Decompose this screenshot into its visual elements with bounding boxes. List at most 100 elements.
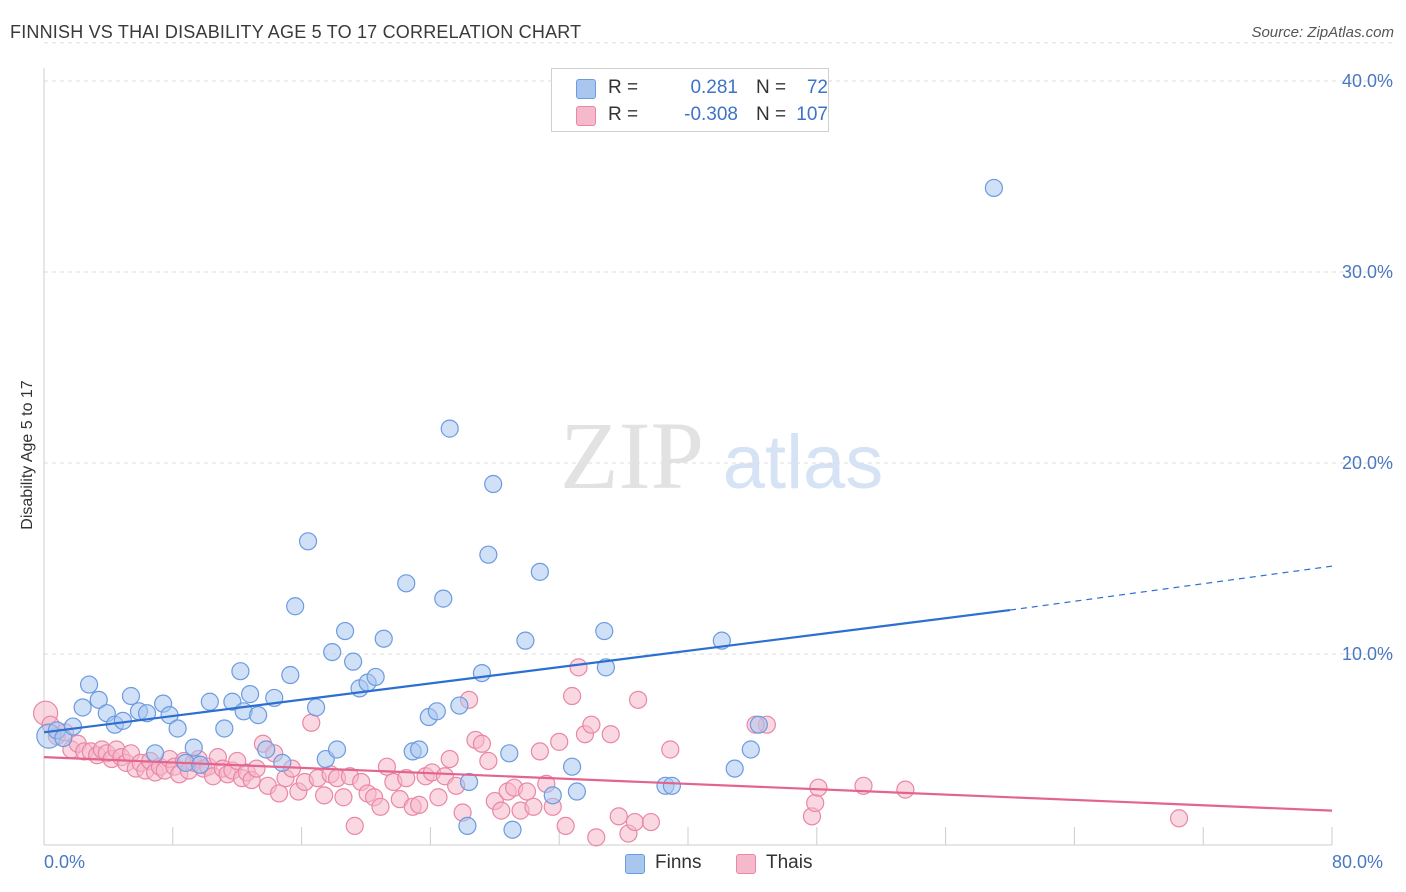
finns-point xyxy=(286,597,305,616)
finns-point xyxy=(567,782,587,801)
finns-point xyxy=(168,719,187,738)
chart-title: FINNISH VS THAI DISABILITY AGE 5 TO 17 C… xyxy=(10,22,582,42)
thais-point xyxy=(524,797,543,816)
thais-point xyxy=(550,732,569,751)
thais-point xyxy=(587,828,606,847)
finns-point xyxy=(121,686,141,706)
finns-point xyxy=(440,419,459,438)
finns-point xyxy=(374,629,393,648)
trend-lines xyxy=(43,565,1333,812)
thais-point xyxy=(517,782,537,801)
legend-r-value: -0.308 xyxy=(684,104,738,125)
y-tick-labels: 10.0% 20.0% 30.0% 40.0% xyxy=(1342,71,1393,664)
finns-point xyxy=(257,740,276,759)
legend-r-label: R = xyxy=(608,77,639,98)
finns-point xyxy=(427,702,446,721)
finns-point xyxy=(89,690,108,709)
watermark-zip: ZIP xyxy=(560,402,704,509)
thais-point xyxy=(609,807,628,826)
thais-point xyxy=(247,759,266,778)
finns-point xyxy=(479,545,498,564)
finns-point xyxy=(596,658,615,677)
thais-point xyxy=(809,778,828,797)
finns-point xyxy=(500,744,519,763)
finns-point xyxy=(434,589,453,608)
thais-point xyxy=(628,690,648,709)
finns-point xyxy=(516,631,535,650)
finns-point xyxy=(73,698,92,717)
finns-point xyxy=(543,786,562,805)
finns-point xyxy=(397,574,416,593)
finns-point xyxy=(595,621,614,641)
finns-point xyxy=(215,719,234,738)
finns-point xyxy=(306,698,326,717)
thais-point xyxy=(896,780,915,799)
y-tick-label: 10.0% xyxy=(1342,644,1393,664)
finns-point xyxy=(450,696,469,715)
legend-n-label: N = xyxy=(756,104,787,125)
finns-point xyxy=(231,662,250,681)
finns-point xyxy=(335,621,355,641)
thais-trend-line xyxy=(43,756,1333,812)
finns-legend-label: Finns xyxy=(655,852,702,873)
finns-point xyxy=(145,744,165,763)
finns-point xyxy=(712,631,731,650)
finns-point xyxy=(530,562,549,581)
grid-lines xyxy=(44,42,1392,655)
y-tick-label: 30.0% xyxy=(1342,262,1393,282)
thais-point xyxy=(1169,809,1189,828)
thais-point xyxy=(479,751,498,771)
finns-point xyxy=(410,740,429,759)
finns-point xyxy=(137,704,157,723)
finns-point xyxy=(562,757,582,776)
thais-point xyxy=(601,725,620,744)
legend-r-label: R = xyxy=(608,104,639,125)
thais-point xyxy=(625,812,644,832)
finns-trend-line xyxy=(43,608,1011,734)
thais-legend-swatch xyxy=(736,854,756,874)
finns-point xyxy=(323,642,342,662)
thais-point xyxy=(269,784,289,803)
finns-point xyxy=(741,740,760,759)
x-tick-label-max: 80.0% xyxy=(1332,852,1384,872)
y-tick-label: 20.0% xyxy=(1342,453,1393,473)
thais-point xyxy=(556,816,575,836)
finns-point xyxy=(240,685,260,704)
thais-point xyxy=(569,658,588,677)
finns-point xyxy=(662,776,682,795)
thais-point xyxy=(530,742,549,761)
finns-point xyxy=(273,753,292,772)
thais-point xyxy=(562,686,582,706)
finns-point xyxy=(472,663,492,683)
finns-point xyxy=(249,706,268,725)
legend-r-value: 0.281 xyxy=(690,77,738,98)
finns-legend-swatch xyxy=(625,854,645,874)
finns-point xyxy=(459,772,479,792)
thais-point xyxy=(397,769,416,788)
finns-points xyxy=(36,178,1004,839)
finns-point xyxy=(458,816,477,836)
finns-swatch xyxy=(576,79,596,99)
legend-n-value: 107 xyxy=(796,104,828,125)
thais-points xyxy=(33,658,1189,847)
finns-point xyxy=(200,692,219,711)
finns-point xyxy=(281,665,300,685)
thais-point xyxy=(334,788,353,807)
finns-point xyxy=(184,738,203,757)
thais-point xyxy=(410,795,429,814)
thais-point xyxy=(641,812,661,832)
thais-point xyxy=(806,793,825,813)
source-label: Source: ZipAtlas.com xyxy=(1251,24,1394,41)
thais-point xyxy=(429,788,448,807)
legend-n-value: 72 xyxy=(806,77,828,98)
thais-point xyxy=(492,801,511,820)
thais-point xyxy=(371,797,390,816)
thais-point xyxy=(315,786,334,805)
finns-point xyxy=(984,178,1004,198)
finns-point xyxy=(503,820,522,839)
x-tick-label-min: 0.0% xyxy=(44,852,86,872)
finns-point xyxy=(298,532,318,551)
correlation-legend: R = 0.281 N = 72 R = -0.308 N = 107 xyxy=(551,68,829,132)
y-tick-label: 40.0% xyxy=(1342,71,1393,91)
